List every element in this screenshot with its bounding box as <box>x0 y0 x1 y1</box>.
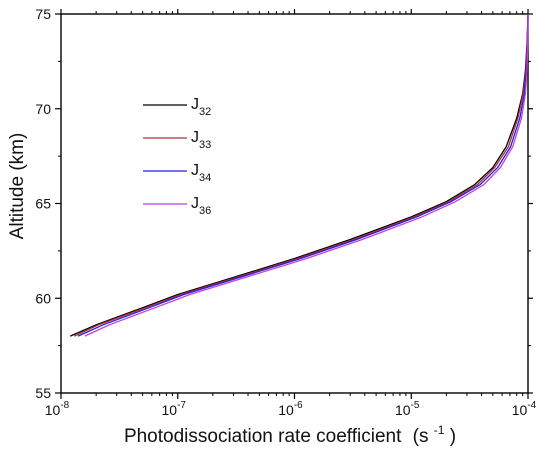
legend-label-32: J32 <box>191 96 211 118</box>
series-line-32 <box>69 13 529 337</box>
x-axis-label-unit-close: ) <box>450 426 456 447</box>
y-tick-label: 65 <box>35 196 51 212</box>
x-tick-label: 10-4 <box>512 400 537 418</box>
legend: J32 J33 J34 J36 <box>143 96 211 217</box>
x-axis-label-text: Photodissociation rate coefficient <box>124 426 402 447</box>
x-tick-label: 10-8 <box>45 400 70 418</box>
series-line-36 <box>84 13 529 337</box>
series-line-34 <box>77 13 529 337</box>
x-tick-label: 10-6 <box>278 400 303 418</box>
y-tick-label: 55 <box>35 385 51 401</box>
y-tick-label: 70 <box>35 101 51 117</box>
legend-label-36: J36 <box>191 195 211 217</box>
y-tick-label: 60 <box>35 290 51 306</box>
axis-labels: Altitude (km) Photodissociation rate coe… <box>7 133 456 447</box>
x-tick-label: 10-7 <box>162 400 187 418</box>
legend-label-33: J33 <box>191 129 211 151</box>
series-line-33 <box>74 13 529 337</box>
plot-frame <box>60 13 529 394</box>
axes: 10-8 10-7 10-6 10-5 10-4 55 60 65 70 75 <box>35 6 536 418</box>
series-layer <box>69 13 529 337</box>
y-axis-label: Altitude (km) <box>7 133 28 240</box>
y-tick-label: 75 <box>35 6 51 22</box>
x-axis-label: Photodissociation rate coefficient (s -1… <box>124 418 456 447</box>
legend-label-34: J34 <box>191 162 211 184</box>
x-axis-label-unit: (s <box>413 426 429 447</box>
x-axis-label-unit-exp: -1 <box>434 423 445 437</box>
x-tick-label: 10-5 <box>395 400 420 418</box>
